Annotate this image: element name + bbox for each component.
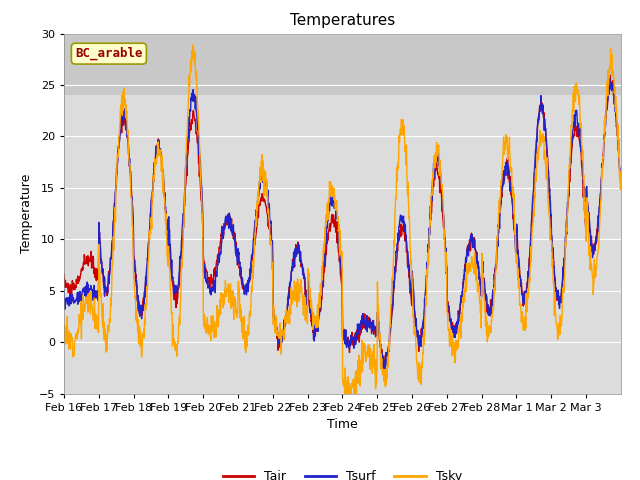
Tair xyxy=(380,368,388,374)
Tsurf xyxy=(474,259,482,264)
Tsurf xyxy=(60,287,68,293)
Tsurf xyxy=(617,179,625,185)
Tair xyxy=(617,175,625,180)
Tsurf xyxy=(611,99,618,105)
Tair xyxy=(60,271,68,276)
Line: Tair: Tair xyxy=(64,75,621,371)
Tsky xyxy=(611,90,618,96)
Tsurf xyxy=(147,200,155,205)
Tair xyxy=(147,213,155,219)
Tair xyxy=(317,303,325,309)
X-axis label: Time: Time xyxy=(327,418,358,431)
Tair xyxy=(474,262,482,268)
Tair xyxy=(611,101,618,107)
Tsky xyxy=(474,280,482,286)
Tsky xyxy=(556,332,564,337)
Text: BC_arable: BC_arable xyxy=(75,47,143,60)
Tsky xyxy=(617,182,625,188)
Tsky xyxy=(341,404,349,410)
Tsky xyxy=(60,321,68,326)
Tsky xyxy=(328,183,336,189)
Line: Tsky: Tsky xyxy=(64,45,621,407)
Legend: Tair, Tsurf, Tsky: Tair, Tsurf, Tsky xyxy=(218,465,467,480)
Line: Tsurf: Tsurf xyxy=(64,77,621,370)
Tsurf xyxy=(556,306,563,312)
Tair xyxy=(556,297,563,302)
Tsky xyxy=(147,215,155,220)
Tair xyxy=(607,72,614,78)
Tsurf xyxy=(328,196,335,202)
Tsky xyxy=(317,279,325,285)
Title: Temperatures: Temperatures xyxy=(290,13,395,28)
Tsurf xyxy=(380,367,387,373)
Bar xyxy=(64,34,621,96)
Tair xyxy=(328,213,335,219)
Tsurf xyxy=(317,288,325,294)
Tsurf xyxy=(605,74,613,80)
Tsky xyxy=(189,42,197,48)
Y-axis label: Temperature: Temperature xyxy=(20,174,33,253)
